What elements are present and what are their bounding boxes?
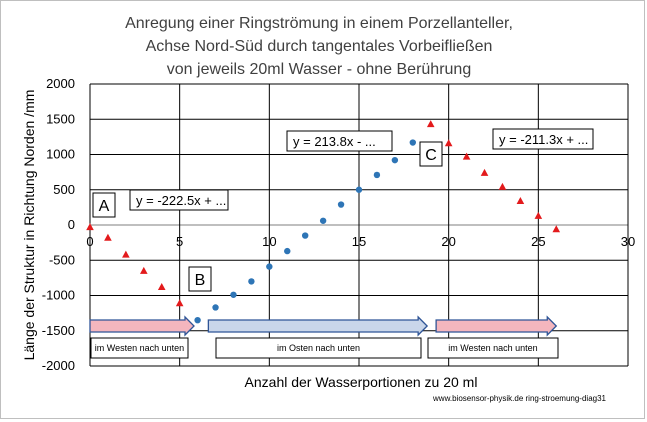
data-point-triangle (462, 152, 471, 160)
data-point-circle (212, 304, 219, 311)
x-tick-label: 25 (531, 234, 545, 249)
x-tick-label: 30 (621, 234, 635, 249)
data-point-circle (230, 291, 237, 298)
data-markers (86, 120, 561, 324)
y-tick-label: 1500 (46, 111, 75, 126)
data-point-circle (409, 139, 416, 146)
data-point-circle (284, 247, 291, 255)
chart-title: Anregung einer Ringströmung in einem Por… (125, 15, 513, 78)
x-tick-label: 15 (352, 234, 366, 249)
x-axis-label: Anzahl der Wasserportionen zu 20 ml (245, 374, 478, 390)
y-tick-label: -500 (49, 252, 75, 267)
data-point-triangle (157, 283, 166, 291)
data-point-circle (391, 156, 399, 164)
equation-box (129, 189, 229, 211)
point-letter: C (425, 147, 437, 164)
equation-text: y = -211.3x + ... (499, 132, 588, 147)
y-tick-label: -2000 (42, 358, 75, 373)
y-tick-label: -1000 (42, 288, 75, 303)
y-tick-label: 0 (68, 217, 75, 232)
data-point-triangle (480, 168, 489, 176)
point-letter-box (92, 192, 116, 218)
data-point-triangle (534, 211, 543, 219)
y-tick-label: 1000 (46, 147, 75, 162)
point-letter-box (419, 141, 443, 167)
title-line-2: Achse Nord-Süd durch tangentales Vorbeif… (146, 38, 493, 55)
phase-label: im Westen nach unten (448, 343, 537, 353)
annotations: y = -222.5x + ... y = 213.8x - ... y = -21… (92, 128, 594, 292)
data-point-triangle (140, 266, 148, 274)
y-tick-labels: 2000 1500 1000 500 0 -500 -1000 -1500 -2000 (42, 76, 75, 373)
data-point-triangle (498, 182, 507, 190)
data-point-triangle (444, 139, 453, 147)
phase-label: im Osten nach unten (277, 343, 360, 353)
phase-arrows: im Westen nach unten im Osten nach unten i… (89, 315, 559, 359)
point-letter: A (99, 198, 110, 215)
x-tick-labels: 0 5 10 15 20 25 30 (86, 234, 635, 249)
equation-box (286, 130, 393, 152)
data-point-circle (302, 232, 309, 239)
equation-text: y = -222.5x + ... (136, 193, 226, 208)
point-letter: B (195, 272, 206, 289)
x-tick-label: 0 (86, 234, 93, 249)
data-point-circle (337, 201, 345, 208)
y-axis-label: Länge der Struktur in Richtung Norden /m… (21, 90, 37, 361)
y-tick-label: 500 (53, 182, 75, 197)
x-tick-label: 20 (441, 234, 455, 249)
title-line-3: von jeweils 20ml Wasser - ohne Berührung (167, 61, 471, 78)
y-tick-label: 2000 (46, 76, 75, 91)
data-point-circle (373, 171, 381, 179)
data-point-triangle (552, 225, 561, 233)
data-point-triangle (426, 120, 435, 128)
equation-text: y = 213.8x - ... (293, 134, 376, 149)
x-tick-label: 10 (262, 234, 276, 249)
data-point-triangle (516, 197, 525, 205)
data-point-circle (355, 186, 363, 193)
y-tick-label: -1500 (42, 323, 75, 338)
data-point-triangle (86, 223, 94, 231)
data-point-circle (319, 217, 327, 224)
source-credit: www.biosensor-physik.de ring-stroemung-d… (432, 394, 607, 403)
equation-box (492, 128, 594, 150)
data-point-circle (266, 263, 273, 270)
phase-arrow (435, 315, 558, 337)
phase-label-box (215, 337, 422, 359)
data-point-triangle (122, 250, 130, 258)
data-point-triangle (175, 299, 184, 307)
data-point-circle (248, 278, 255, 285)
phase-label-box (90, 337, 189, 359)
data-point-triangle (104, 233, 112, 241)
x-tick-label: 5 (176, 234, 183, 249)
phase-arrow (207, 315, 429, 337)
grid (89, 83, 629, 367)
phase-arrow (89, 315, 195, 337)
phase-label: im Westen nach unten (95, 343, 184, 353)
data-point-circle (194, 316, 201, 324)
point-letter-box (188, 266, 212, 292)
title-line-1: Anregung einer Ringströmung in einem Por… (125, 15, 513, 32)
phase-label-box (427, 337, 559, 359)
